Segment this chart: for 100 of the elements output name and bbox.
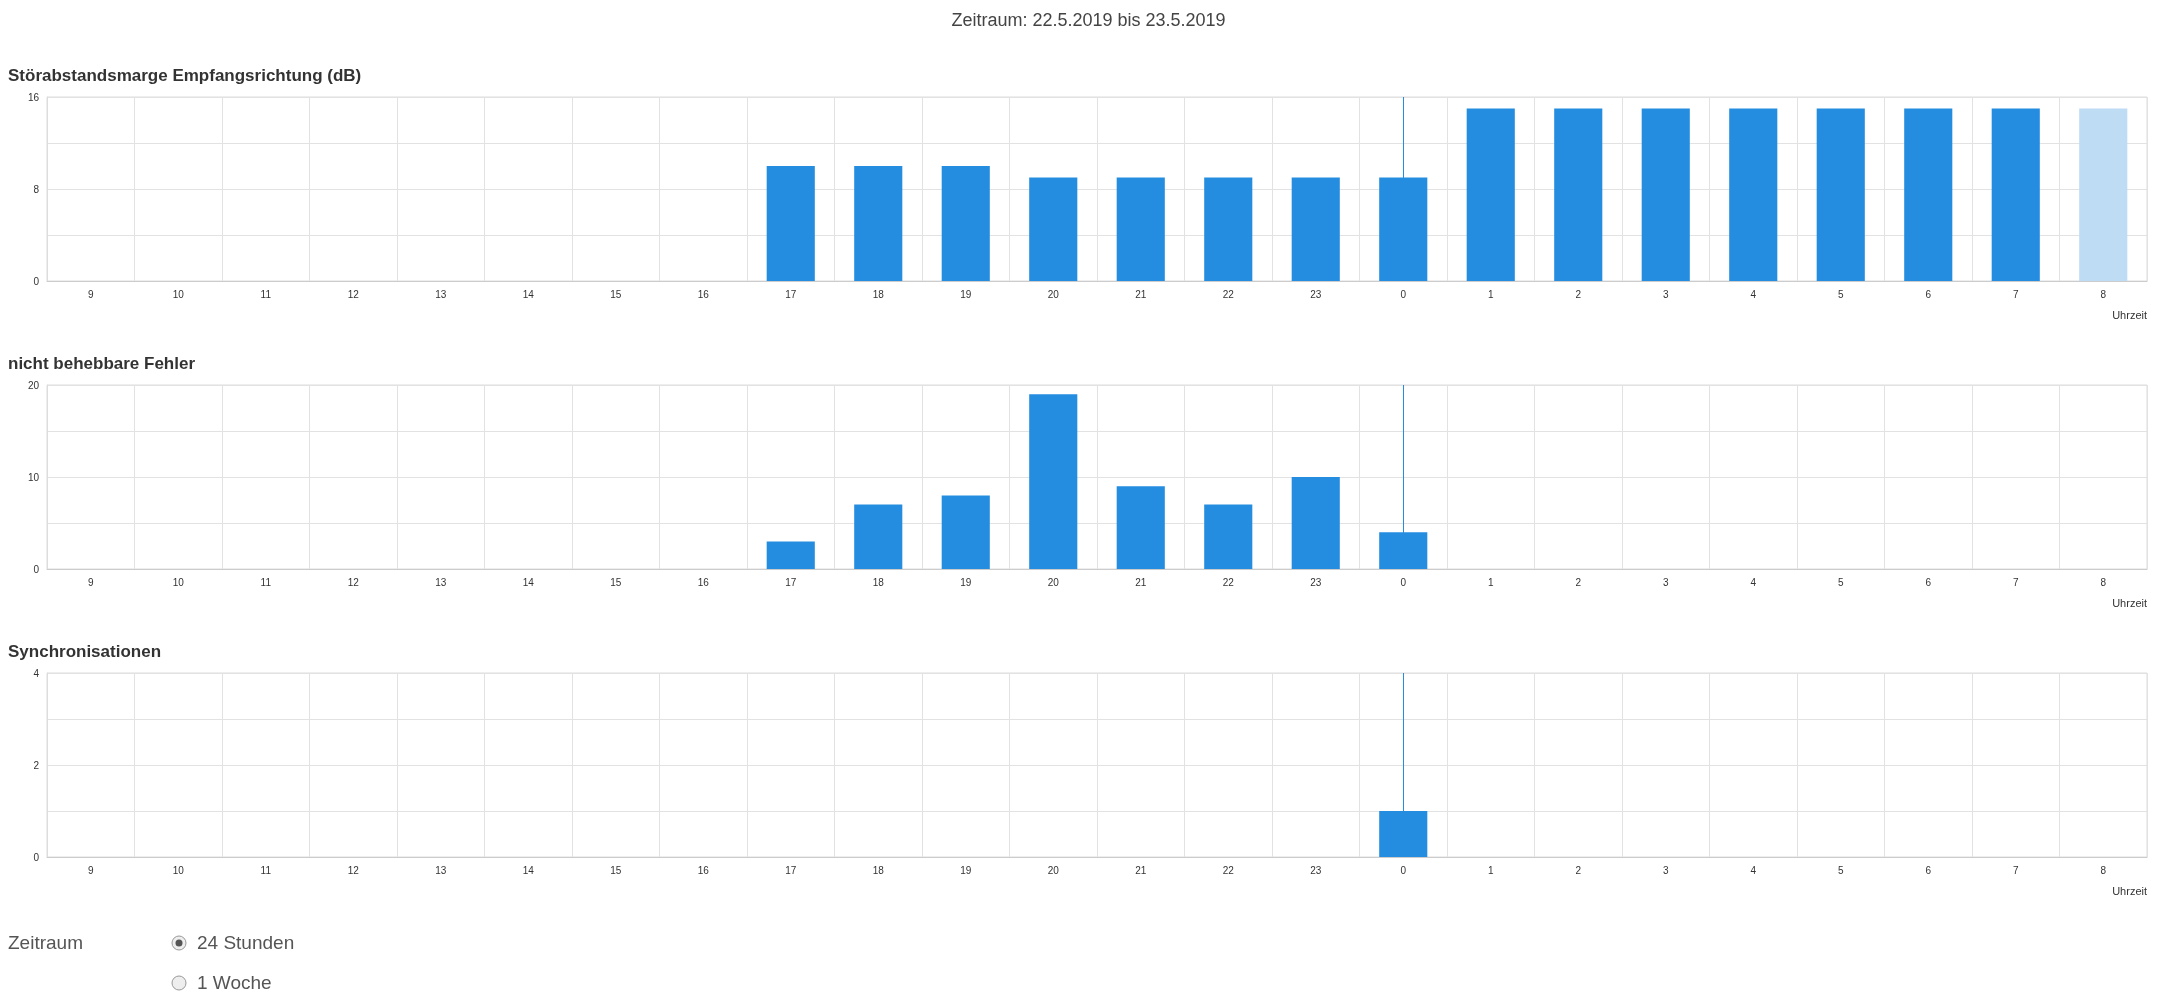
x-tick-label: 10 xyxy=(172,864,185,876)
x-tick-label: 16 xyxy=(697,288,710,300)
x-tick-label: 21 xyxy=(1135,864,1147,876)
x-tick-label: 0 xyxy=(1400,864,1407,876)
x-tick-label: 5 xyxy=(1837,576,1844,588)
x-tick-label: 18 xyxy=(872,576,885,588)
x-tick-label: 7 xyxy=(2012,288,2019,300)
bar xyxy=(1816,108,1865,281)
x-tick-label: 6 xyxy=(1925,288,1932,300)
bar xyxy=(1029,394,1078,569)
x-tick-label: 10 xyxy=(172,288,185,300)
x-axis-title: Uhrzeit xyxy=(2112,596,2147,609)
x-tick-label: 6 xyxy=(1925,576,1932,588)
x-tick-label: 10 xyxy=(172,576,185,588)
x-tick-label: 8 xyxy=(2100,864,2107,876)
x-tick-label: 23 xyxy=(1310,288,1322,300)
x-tick-label: 4 xyxy=(1750,864,1757,876)
bar xyxy=(941,166,990,281)
x-tick-label: 0 xyxy=(1400,288,1407,300)
y-tick-label: 20 xyxy=(27,379,40,391)
x-tick-label: 14 xyxy=(522,864,535,876)
text: Zeitraum xyxy=(8,932,83,954)
y-tick-label: 10 xyxy=(27,471,40,483)
x-tick-label: 19 xyxy=(960,288,972,300)
bar xyxy=(1466,108,1515,281)
y-tick-label: 4 xyxy=(33,667,40,679)
bar xyxy=(941,495,990,569)
chart-title: Störabstandsmarge Empfangsrichtung (dB) xyxy=(8,66,362,86)
x-tick-label: 20 xyxy=(1047,576,1060,588)
x-tick-label: 2 xyxy=(1575,576,1582,588)
x-tick-label: 1 xyxy=(1487,576,1494,588)
x-tick-label: 7 xyxy=(2012,864,2019,876)
x-tick-label: 18 xyxy=(872,864,885,876)
x-tick-label: 22 xyxy=(1222,576,1235,588)
x-tick-label: 22 xyxy=(1222,288,1235,300)
x-tick-label: 8 xyxy=(2100,288,2107,300)
y-tick-label: 16 xyxy=(27,91,40,103)
y-tick-label: 0 xyxy=(33,275,40,287)
bar xyxy=(1204,504,1253,569)
x-tick-label: 13 xyxy=(435,576,447,588)
x-tick-label: 15 xyxy=(610,864,622,876)
x-tick-label: 19 xyxy=(960,576,972,588)
y-tick-label: 0 xyxy=(33,851,40,863)
text: Zeitraum: 22.5.2019 bis 23.5.2019 xyxy=(950,10,1227,31)
y-tick-label: 0 xyxy=(33,563,40,575)
x-axis-title: Uhrzeit xyxy=(2112,308,2147,321)
text: 24 Stunden xyxy=(197,932,295,954)
x-tick-label: 20 xyxy=(1047,288,1060,300)
x-tick-label: 22 xyxy=(1222,864,1235,876)
x-tick-label: 9 xyxy=(87,864,94,876)
x-tick-label: 5 xyxy=(1837,288,1844,300)
x-tick-label: 19 xyxy=(960,864,972,876)
bar xyxy=(1291,477,1340,569)
x-tick-label: 1 xyxy=(1487,864,1494,876)
x-tick-label: 15 xyxy=(610,576,622,588)
chart-title: nicht behebbare Fehler xyxy=(8,354,196,374)
x-tick-label: 9 xyxy=(87,576,94,588)
x-tick-label: 11 xyxy=(260,864,272,876)
bar xyxy=(1116,177,1165,281)
x-tick-label: 11 xyxy=(260,576,272,588)
x-tick-label: 8 xyxy=(2100,576,2107,588)
x-tick-label: 5 xyxy=(1837,864,1844,876)
x-tick-label: 13 xyxy=(435,864,447,876)
x-tick-label: 9 xyxy=(87,288,94,300)
x-tick-label: 3 xyxy=(1662,288,1669,300)
x-tick-label: 18 xyxy=(872,288,885,300)
x-tick-label: 14 xyxy=(522,288,535,300)
x-tick-label: 16 xyxy=(697,576,710,588)
bar xyxy=(1204,177,1253,281)
x-tick-label: 6 xyxy=(1925,864,1932,876)
x-tick-label: 12 xyxy=(347,288,360,300)
x-tick-label: 12 xyxy=(347,864,360,876)
x-tick-label: 12 xyxy=(347,576,360,588)
x-tick-label: 17 xyxy=(785,864,797,876)
x-tick-label: 23 xyxy=(1310,576,1322,588)
bar xyxy=(1729,108,1778,281)
bar xyxy=(854,166,903,281)
x-tick-label: 23 xyxy=(1310,864,1322,876)
x-tick-label: 2 xyxy=(1575,288,1582,300)
x-tick-label: 13 xyxy=(435,288,447,300)
x-tick-label: 2 xyxy=(1575,864,1582,876)
y-tick-label: 8 xyxy=(33,183,40,195)
bar xyxy=(1029,177,1078,281)
bar xyxy=(1116,486,1165,569)
x-axis-title: Uhrzeit xyxy=(2112,884,2147,897)
bar xyxy=(1641,108,1690,281)
x-tick-label: 21 xyxy=(1135,576,1147,588)
x-tick-label: 4 xyxy=(1750,288,1757,300)
bar xyxy=(1991,108,2040,281)
x-tick-label: 11 xyxy=(260,288,272,300)
x-tick-label: 17 xyxy=(785,288,797,300)
x-tick-label: 1 xyxy=(1487,288,1494,300)
x-tick-label: 3 xyxy=(1662,576,1669,588)
x-tick-label: 20 xyxy=(1047,864,1060,876)
x-tick-label: 7 xyxy=(2012,576,2019,588)
x-tick-label: 3 xyxy=(1662,864,1669,876)
x-tick-label: 21 xyxy=(1135,288,1147,300)
text: 1 Woche xyxy=(197,972,272,994)
bar xyxy=(1904,108,1953,281)
x-tick-label: 15 xyxy=(610,288,622,300)
